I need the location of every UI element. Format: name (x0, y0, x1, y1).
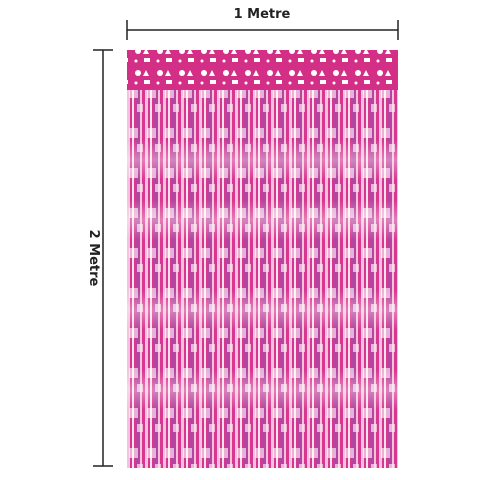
width-label: 1 Metre (234, 7, 291, 22)
shine (127, 140, 398, 180)
curtain (127, 50, 398, 468)
width-dimension: 1 Metre (126, 7, 399, 40)
curtain-header (127, 50, 398, 90)
shine (127, 290, 398, 330)
height-dimension: 2 Metre (86, 49, 113, 467)
height-label: 2 Metre (86, 230, 101, 287)
shine (127, 370, 398, 410)
shine (127, 200, 398, 240)
